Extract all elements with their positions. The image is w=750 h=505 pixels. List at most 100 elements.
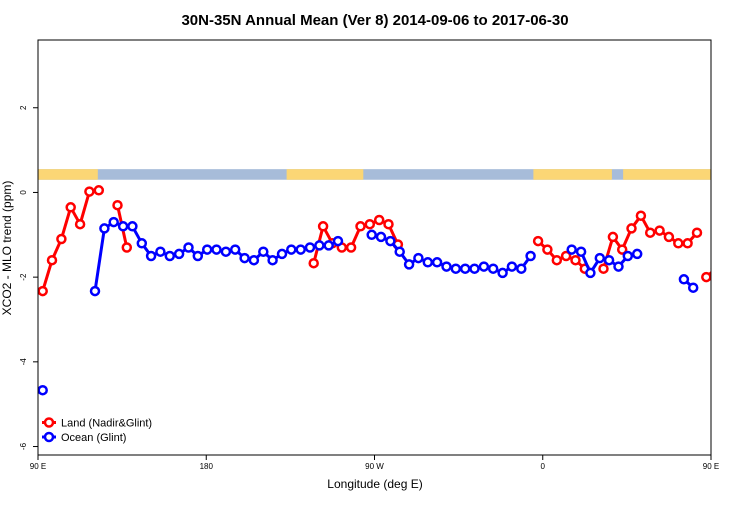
legend-label-land: Land (Nadir&Glint) <box>61 418 152 430</box>
ocean-point-25 <box>304 242 316 253</box>
land-point-3 <box>65 202 76 213</box>
ocean-point-44 <box>497 267 508 279</box>
ocean-point-21 <box>267 254 278 266</box>
ocean-point-7 <box>136 238 148 249</box>
ocean-point-61 <box>717 386 725 394</box>
legend-swatch-ocean-marker <box>43 431 55 443</box>
x-axis: 90 E 180 90 W 0 90 E <box>30 455 719 471</box>
ocean-point-15 <box>211 244 222 255</box>
ocean-point-3 <box>99 223 110 234</box>
ocean-point-27 <box>323 240 334 251</box>
land-point-1 <box>46 254 58 266</box>
ocean-point-19 <box>248 254 260 266</box>
ocean-point-8 <box>145 250 157 262</box>
ocean-point-20 <box>258 246 269 257</box>
ocean-point-6 <box>127 221 138 232</box>
ocean-point-4 <box>108 216 119 228</box>
land-band-2 <box>533 169 612 180</box>
ocean-point-16 <box>220 246 232 257</box>
ocean-point-9 <box>155 246 166 257</box>
land-point-44 <box>721 287 729 295</box>
ocean-point-43 <box>487 263 499 274</box>
land-point-26 <box>560 250 572 262</box>
land-point-37 <box>663 231 675 243</box>
ocean-point-18 <box>239 252 250 264</box>
ocean-point-42 <box>478 261 490 272</box>
ocean-point-55 <box>622 250 634 262</box>
land-point-0 <box>38 285 48 297</box>
land-point-36 <box>654 225 665 236</box>
legend-label-ocean: Ocean (Glint) <box>61 432 126 444</box>
ocean-point-10 <box>164 250 176 262</box>
land-point-42 <box>701 271 711 283</box>
legend-entry-land: Land (Nadir&Glint) <box>42 417 152 430</box>
land-point-12 <box>317 221 329 232</box>
land-point-38 <box>673 238 684 249</box>
ocean-point-23 <box>286 244 297 255</box>
ocean-point-46 <box>516 263 527 274</box>
land-point-5 <box>84 186 95 197</box>
ocean-point-14 <box>201 244 213 255</box>
ocean-point-33 <box>394 246 405 257</box>
y-tick-label-0: 0 <box>19 190 28 195</box>
land-series-line-6 <box>705 270 711 279</box>
land-point-43 <box>710 266 711 272</box>
legend-entry-ocean: Ocean (Glint) <box>42 431 126 444</box>
ocean-point-41 <box>469 263 480 274</box>
land-point-27 <box>570 254 581 266</box>
land-point-2 <box>56 233 67 245</box>
ocean-point-52 <box>594 252 606 264</box>
land-band-3 <box>623 169 711 180</box>
ocean-point-2 <box>89 285 101 297</box>
ocean-point-53 <box>603 254 615 266</box>
ocean-series-line-1 <box>93 220 339 292</box>
land-point-23 <box>532 235 544 247</box>
ocean-point-24 <box>295 244 306 255</box>
ocean-point-51 <box>585 267 596 279</box>
land-point-11 <box>308 257 319 269</box>
y-axis: 2 0 -2 -4 -6 <box>19 105 38 450</box>
y-tick-label--6: -6 <box>19 442 28 450</box>
land-point-32 <box>616 244 628 255</box>
land-point-34 <box>635 210 647 221</box>
land-point-19 <box>373 214 385 226</box>
ocean-point-5 <box>117 221 129 232</box>
land-point-35 <box>644 227 656 238</box>
x-tick-label-90: 90 E <box>30 462 46 471</box>
ocean-point-37 <box>431 257 443 268</box>
legend: Land (Nadir&Glint) Ocean (Glint) <box>42 417 152 444</box>
land-ocean-mask <box>38 169 711 180</box>
land-point-16 <box>345 242 357 253</box>
land-point-9 <box>121 242 133 253</box>
ocean-point-28 <box>332 235 344 247</box>
ocean-point-26 <box>314 240 325 251</box>
ocean-point-40 <box>459 263 471 274</box>
y-tick-label--4: -4 <box>19 358 28 366</box>
ocean-point-45 <box>506 261 518 272</box>
land-point-24 <box>542 244 553 255</box>
land-point-46 <box>740 235 748 243</box>
ocean-point-30 <box>366 229 377 241</box>
land-point-31 <box>607 231 619 243</box>
land-point-45 <box>730 256 738 264</box>
x-tick-label-270: 90 W <box>365 462 384 471</box>
land-point-17 <box>355 221 366 232</box>
series-layer <box>38 185 748 396</box>
land-point-8 <box>112 199 123 211</box>
land-point-25 <box>551 254 563 266</box>
y-axis-title: XCO2 - MLO trend (ppm) <box>0 181 14 316</box>
ocean-point-59 <box>687 282 699 293</box>
ocean-point-54 <box>613 261 624 272</box>
land-point-4 <box>74 218 86 230</box>
x-tick-label-450: 90 E <box>703 462 719 471</box>
x-axis-title: Longitude (deg E) <box>327 477 422 491</box>
land-point-6 <box>93 185 105 196</box>
land-point-39 <box>682 238 693 249</box>
y-tick-label--2: -2 <box>19 273 28 281</box>
x-tick-label-360: 0 <box>541 462 546 471</box>
ocean-point-56 <box>631 248 643 260</box>
y-tick-label-2: 2 <box>19 105 28 110</box>
land-band-0 <box>38 169 98 180</box>
land-band-1 <box>286 169 364 180</box>
ocean-point-17 <box>229 244 241 255</box>
